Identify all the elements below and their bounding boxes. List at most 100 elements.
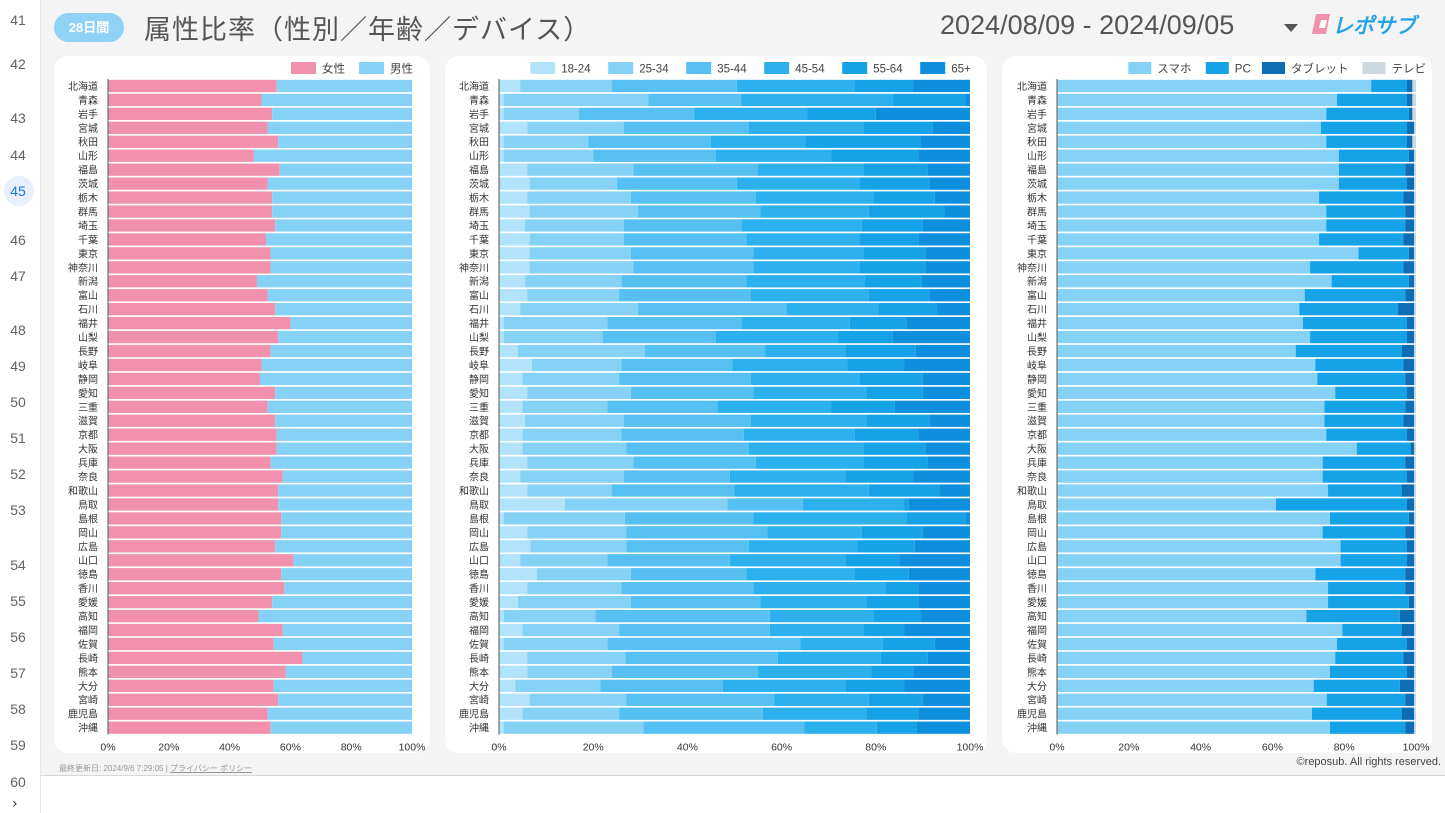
bar-segment[interactable] (800, 637, 883, 651)
bar-segment[interactable] (1414, 623, 1416, 637)
bar-segment[interactable] (281, 568, 412, 581)
bar-segment[interactable] (1407, 428, 1415, 441)
bar-segment[interactable] (1414, 637, 1416, 651)
bar-segment[interactable] (499, 484, 528, 497)
bar-segment[interactable] (527, 121, 624, 134)
bar-segment[interactable] (276, 428, 412, 441)
bar-segment[interactable] (108, 595, 273, 609)
bar-segment[interactable] (621, 358, 733, 372)
bar-segment[interactable] (1315, 568, 1406, 581)
bar-segment[interactable] (907, 512, 966, 525)
bar-segment[interactable] (1405, 693, 1415, 706)
bar-segment[interactable] (499, 386, 528, 400)
bar-segment[interactable] (914, 540, 970, 553)
bar-segment[interactable] (1057, 414, 1325, 427)
bar-segment[interactable] (108, 372, 260, 386)
bar-segment[interactable] (525, 275, 622, 288)
bar-segment[interactable] (729, 554, 846, 567)
bar-segment[interactable] (285, 665, 412, 679)
bar-segment[interactable] (108, 651, 303, 665)
bar-segment[interactable] (1405, 582, 1415, 595)
bar-segment[interactable] (908, 568, 970, 581)
bar-segment[interactable] (753, 386, 867, 400)
bar-segment[interactable] (499, 93, 504, 107)
bar-segment[interactable] (1414, 191, 1416, 204)
bar-segment[interactable] (499, 651, 528, 665)
bar-segment[interactable] (108, 316, 291, 330)
bar-segment[interactable] (499, 303, 521, 316)
bar-segment[interactable] (630, 386, 754, 400)
bar-segment[interactable] (499, 428, 523, 441)
bar-segment[interactable] (531, 358, 622, 372)
bar-segment[interactable] (1405, 456, 1415, 469)
bar-segment[interactable] (847, 358, 905, 372)
bar-segment[interactable] (1335, 386, 1408, 400)
bar-segment[interactable] (530, 540, 627, 553)
bar-segment[interactable] (527, 526, 627, 539)
bar-segment[interactable] (499, 79, 521, 93)
row-number[interactable]: 59 (10, 737, 26, 753)
bar-segment[interactable] (861, 526, 923, 539)
bar-segment[interactable] (1405, 400, 1415, 413)
bar-segment[interactable] (612, 665, 759, 679)
bar-segment[interactable] (1412, 79, 1416, 93)
bar-segment[interactable] (715, 330, 839, 344)
bar-segment[interactable] (748, 442, 865, 455)
bar-segment[interactable] (282, 623, 412, 637)
bar-segment[interactable] (624, 512, 754, 525)
bar-segment[interactable] (626, 526, 768, 539)
bar-segment[interactable] (499, 470, 521, 483)
bar-segment[interactable] (1057, 247, 1359, 260)
bar-segment[interactable] (1414, 665, 1416, 679)
bar-segment[interactable] (270, 456, 412, 469)
bar-segment[interactable] (276, 442, 412, 455)
bar-segment[interactable] (1057, 372, 1318, 386)
bar-segment[interactable] (272, 107, 412, 121)
bar-segment[interactable] (864, 247, 926, 260)
bar-segment[interactable] (503, 316, 608, 330)
bar-segment[interactable] (108, 526, 282, 539)
bar-segment[interactable] (1414, 540, 1416, 553)
bar-segment[interactable] (1057, 205, 1327, 218)
bar-segment[interactable] (278, 484, 412, 497)
bar-segment[interactable] (1326, 205, 1406, 218)
bar-segment[interactable] (1414, 651, 1416, 665)
bar-segment[interactable] (1405, 163, 1415, 176)
bar-segment[interactable] (1320, 121, 1408, 134)
bar-segment[interactable] (1057, 149, 1339, 162)
bar-segment[interactable] (266, 233, 412, 246)
bar-segment[interactable] (1057, 595, 1329, 609)
bar-segment[interactable] (859, 372, 923, 386)
bar-segment[interactable] (1338, 149, 1409, 162)
bar-segment[interactable] (527, 289, 620, 302)
bar-segment[interactable] (893, 93, 966, 107)
bar-segment[interactable] (1337, 637, 1408, 651)
bar-segment[interactable] (108, 693, 279, 706)
bar-segment[interactable] (857, 540, 915, 553)
bar-segment[interactable] (1326, 219, 1406, 232)
bar-segment[interactable] (1414, 247, 1416, 260)
bar-segment[interactable] (1403, 233, 1415, 246)
bar-segment[interactable] (108, 707, 268, 720)
bar-segment[interactable] (1057, 219, 1327, 232)
bar-segment[interactable] (741, 93, 894, 107)
bar-segment[interactable] (864, 163, 928, 176)
bar-segment[interactable] (499, 358, 532, 372)
bar-segment[interactable] (499, 233, 530, 246)
bar-segment[interactable] (1322, 470, 1408, 483)
bar-segment[interactable] (1311, 707, 1402, 720)
bar-segment[interactable] (1414, 261, 1416, 274)
bar-segment[interactable] (864, 623, 905, 637)
bar-segment[interactable] (1338, 163, 1406, 176)
bar-segment[interactable] (607, 554, 730, 567)
bar-segment[interactable] (1408, 107, 1413, 121)
bar-segment[interactable] (499, 568, 537, 581)
bar-segment[interactable] (1414, 386, 1416, 400)
bar-segment[interactable] (1313, 679, 1400, 692)
bar-segment[interactable] (1057, 233, 1320, 246)
bar-segment[interactable] (864, 121, 933, 134)
row-number[interactable]: 42 (10, 56, 26, 72)
bar-segment[interactable] (623, 414, 751, 427)
bar-segment[interactable] (1057, 275, 1332, 288)
bar-segment[interactable] (1057, 163, 1339, 176)
